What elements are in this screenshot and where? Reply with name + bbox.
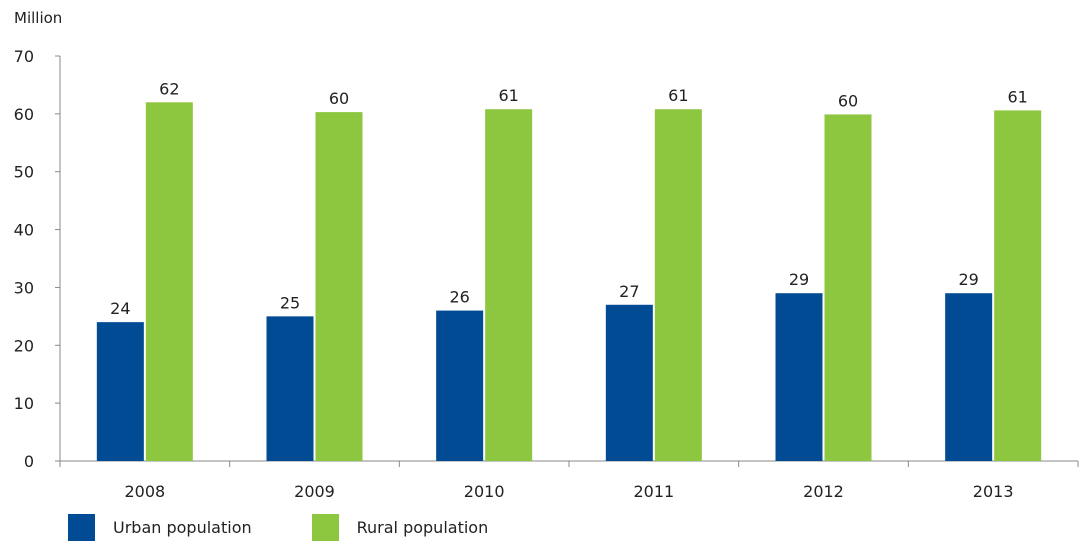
urban-bar bbox=[605, 304, 653, 461]
legend-label-rural: Rural population bbox=[356, 517, 489, 537]
x-tick-label: 2010 bbox=[464, 482, 505, 501]
x-tick-label: 2012 bbox=[803, 482, 844, 501]
legend-item-urban: Urban population bbox=[68, 513, 252, 541]
rural-bar bbox=[994, 110, 1042, 461]
x-axis: 2008 2009 2010 2011 2012 2013 bbox=[59, 460, 1079, 501]
urban-value-label: 29 bbox=[958, 270, 978, 289]
urban-value-label: 26 bbox=[449, 288, 469, 307]
y-axis: 0 10 20 30 40 50 60 70 bbox=[14, 47, 61, 471]
rural-bar bbox=[824, 114, 872, 461]
urban-bar bbox=[945, 293, 993, 461]
urban-value-label: 29 bbox=[789, 270, 809, 289]
x-tick-label: 2008 bbox=[124, 482, 165, 501]
y-tick-label: 40 bbox=[14, 221, 34, 240]
value-labels: 24 25 26 27 29 29 62 60 61 61 60 61 bbox=[110, 79, 1028, 318]
y-tick-label: 10 bbox=[14, 394, 34, 413]
urban-bar bbox=[436, 310, 484, 461]
rural-value-label: 60 bbox=[838, 91, 858, 110]
x-tick-label: 2013 bbox=[973, 482, 1014, 501]
y-tick-label: 70 bbox=[14, 47, 34, 66]
legend-label-urban: Urban population bbox=[113, 517, 252, 537]
rural-value-label: 61 bbox=[1007, 87, 1027, 106]
urban-value-label: 25 bbox=[280, 293, 300, 312]
y-tick-label: 20 bbox=[14, 336, 34, 355]
x-tick-label: 2009 bbox=[294, 482, 335, 501]
urban-bar bbox=[775, 293, 823, 461]
legend: Urban population Rural population bbox=[68, 513, 548, 541]
y-tick-label: 30 bbox=[14, 278, 34, 297]
rural-value-label: 62 bbox=[159, 79, 179, 98]
legend-swatch-urban bbox=[68, 513, 95, 541]
legend-item-rural: Rural population bbox=[311, 513, 489, 541]
rural-bar bbox=[145, 102, 193, 462]
rural-value-label: 61 bbox=[668, 86, 688, 105]
rural-bar bbox=[654, 109, 702, 461]
y-tick-label: 60 bbox=[14, 105, 34, 124]
y-tick-label: 0 bbox=[24, 452, 34, 471]
rural-bar bbox=[315, 112, 363, 461]
legend-swatch-rural bbox=[311, 513, 339, 541]
y-axis-unit-label: Million bbox=[14, 9, 62, 27]
urban-bar bbox=[96, 322, 144, 461]
bars bbox=[96, 102, 1042, 462]
urban-value-label: 24 bbox=[110, 299, 130, 318]
urban-bar bbox=[266, 316, 314, 461]
x-tick-label: 2011 bbox=[633, 482, 674, 501]
rural-value-label: 61 bbox=[498, 86, 518, 105]
rural-bar bbox=[485, 109, 533, 461]
urban-value-label: 27 bbox=[619, 282, 639, 301]
rural-value-label: 60 bbox=[329, 89, 349, 108]
y-tick-label: 50 bbox=[14, 163, 34, 182]
